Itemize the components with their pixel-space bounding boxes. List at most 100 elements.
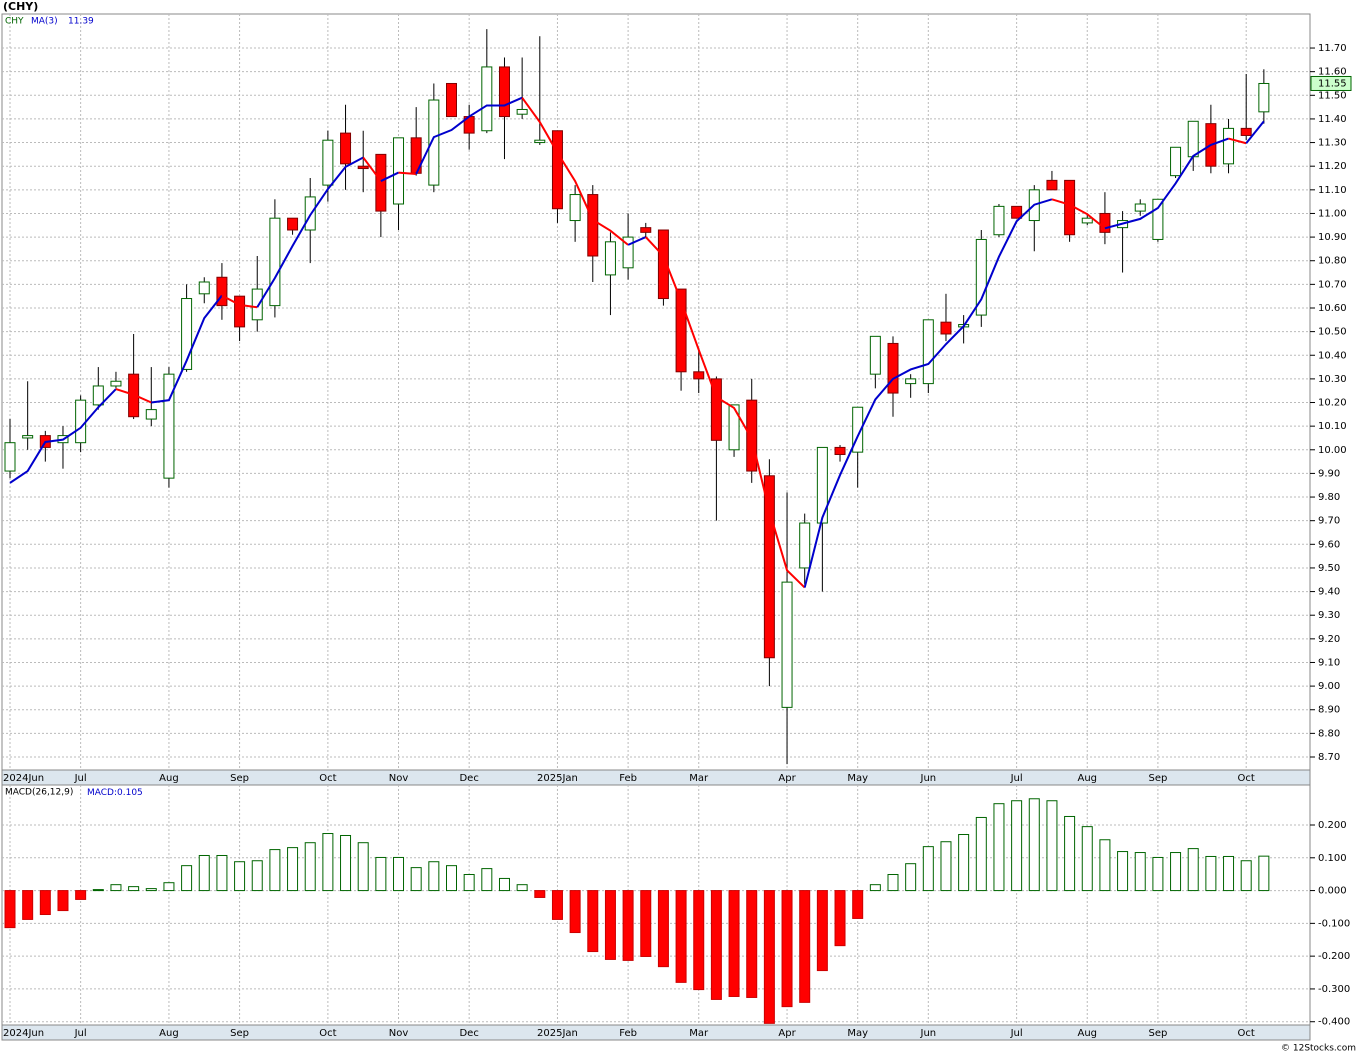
y-tick-label: 10.70 bbox=[1318, 279, 1347, 290]
candle-body bbox=[1134, 203, 1146, 212]
macd-bar bbox=[1011, 800, 1023, 892]
y-tick-label: 9.50 bbox=[1318, 563, 1340, 574]
ma-line bbox=[221, 294, 258, 309]
x-tick-label: Apr bbox=[778, 773, 796, 784]
date-band bbox=[1, 1024, 1311, 1041]
y-tick-label: 11.40 bbox=[1318, 114, 1347, 125]
candle-body bbox=[269, 217, 281, 307]
y-tick-label: 10.60 bbox=[1318, 303, 1347, 314]
x-tick-label: Oct bbox=[319, 773, 336, 784]
y-tick-label: 9.30 bbox=[1318, 610, 1340, 621]
macd-value-number: 0.105 bbox=[117, 788, 143, 798]
y-tick-label: 9.40 bbox=[1318, 587, 1340, 598]
macd-bar bbox=[128, 886, 140, 892]
ma-line bbox=[362, 156, 382, 182]
candle-body bbox=[287, 217, 299, 231]
candle-body bbox=[216, 276, 228, 307]
candle-body bbox=[375, 153, 387, 212]
macd-bar bbox=[852, 890, 864, 919]
candle-body bbox=[710, 378, 722, 441]
x-tick-label: Mar bbox=[689, 1028, 709, 1039]
macd-value-name: MACD: bbox=[87, 788, 117, 798]
y-tick-label: -0.200 bbox=[1318, 951, 1350, 962]
y-tick-label: 8.70 bbox=[1318, 752, 1340, 763]
candle-body bbox=[534, 139, 546, 144]
macd-bar bbox=[746, 890, 758, 998]
macd-bar bbox=[340, 834, 352, 892]
candle-body bbox=[887, 342, 899, 394]
ma-label: MA(3) bbox=[31, 17, 58, 27]
x-tick-label: Oct bbox=[1238, 1028, 1255, 1039]
candle-body bbox=[905, 378, 917, 385]
y-tick-label: 10.50 bbox=[1318, 327, 1347, 338]
macd-bar bbox=[905, 863, 917, 892]
macd-value: MACD:0.105 bbox=[87, 788, 143, 798]
ma-line bbox=[521, 97, 629, 246]
y-tick-label: 8.90 bbox=[1318, 705, 1340, 716]
macd-bar bbox=[763, 890, 775, 1024]
ma-line bbox=[9, 388, 117, 484]
macd-bar bbox=[1223, 855, 1235, 892]
macd-bar bbox=[357, 842, 369, 892]
candle-body bbox=[640, 227, 652, 233]
macd-bar bbox=[1205, 855, 1217, 892]
x-tick-label: May bbox=[847, 1028, 868, 1039]
candle-body bbox=[551, 130, 563, 210]
macd-bar bbox=[1152, 856, 1164, 892]
macd-bar bbox=[287, 847, 299, 892]
ma-line bbox=[151, 294, 223, 404]
last-price-box bbox=[1310, 75, 1352, 91]
y-tick-label: -0.400 bbox=[1318, 1017, 1350, 1028]
y-tick-label: 0.200 bbox=[1318, 820, 1347, 831]
candle-body bbox=[357, 165, 369, 170]
candle-body bbox=[852, 406, 864, 453]
macd-bar bbox=[1240, 860, 1252, 892]
y-tick-label: -0.300 bbox=[1318, 984, 1350, 995]
x-tick-label: Sep bbox=[1148, 1028, 1167, 1039]
candle-body bbox=[728, 404, 740, 451]
macd-bar bbox=[446, 865, 457, 892]
macd-bar bbox=[922, 846, 934, 892]
candle-body bbox=[993, 205, 1005, 236]
chart-title: (CHY) bbox=[3, 0, 38, 13]
y-tick-label: 9.70 bbox=[1318, 516, 1340, 527]
ma-line bbox=[1051, 198, 1106, 230]
macd-bar bbox=[975, 816, 987, 892]
symbol-label: CHY bbox=[5, 17, 24, 27]
y-tick-label: 9.00 bbox=[1318, 681, 1340, 692]
candle-body bbox=[1170, 146, 1182, 177]
macd-bar bbox=[675, 890, 687, 983]
macd-bar bbox=[1028, 798, 1040, 892]
macd-bar bbox=[693, 890, 705, 991]
candle-body bbox=[657, 229, 669, 300]
macd-bar bbox=[1064, 815, 1076, 892]
candle-body bbox=[163, 373, 175, 479]
candle-body bbox=[251, 288, 263, 321]
candle-body bbox=[799, 522, 811, 569]
macd-bar bbox=[304, 842, 316, 892]
macd-bar bbox=[728, 890, 740, 997]
x-tick-label: Dec bbox=[459, 1028, 478, 1039]
macd-bar bbox=[551, 890, 563, 920]
x-tick-label: May bbox=[847, 773, 868, 784]
x-tick-label: 2025Jan bbox=[537, 773, 578, 784]
ma-line bbox=[398, 171, 417, 175]
macd-bar bbox=[234, 861, 246, 892]
candle-body bbox=[1081, 217, 1093, 224]
macd-bar bbox=[604, 890, 616, 960]
macd-label: MACD(26,12,9) bbox=[5, 788, 73, 798]
y-tick-label: 0.100 bbox=[1318, 853, 1347, 864]
x-tick-label: Sep bbox=[230, 1028, 249, 1039]
macd-bar bbox=[410, 867, 422, 892]
x-tick-label: 2024Jun bbox=[3, 773, 44, 784]
ma-line bbox=[1104, 137, 1229, 230]
macd-bar bbox=[181, 865, 193, 892]
candle-body bbox=[834, 446, 846, 456]
macd-bar bbox=[251, 860, 263, 892]
candle-body bbox=[869, 335, 881, 375]
candle-body bbox=[922, 319, 934, 385]
x-tick-label: Feb bbox=[619, 773, 637, 784]
macd-bar bbox=[75, 890, 87, 900]
candle-body bbox=[781, 581, 793, 708]
ma-line bbox=[256, 156, 364, 308]
